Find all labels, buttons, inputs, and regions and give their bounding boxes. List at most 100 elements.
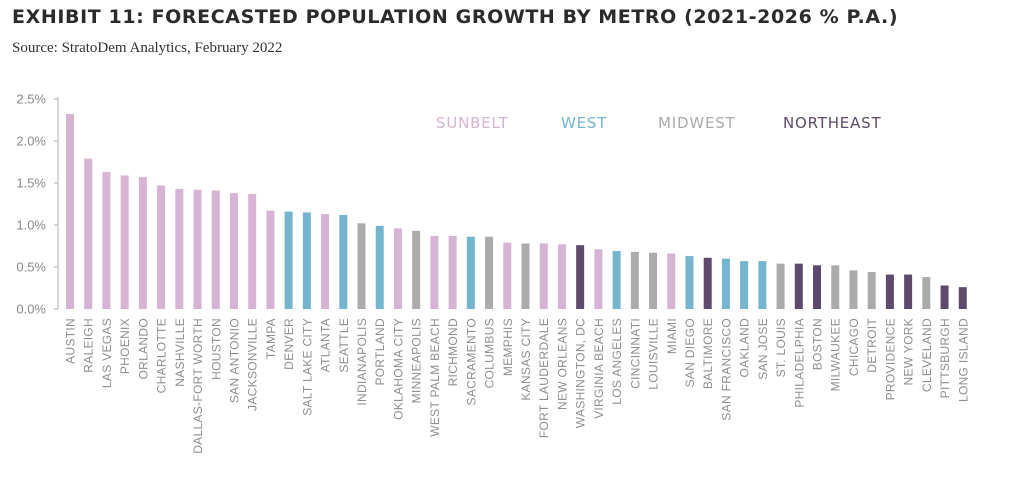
- x-category-label: PHOENIX: [118, 318, 132, 374]
- x-category-label: BOSTON: [811, 318, 825, 370]
- x-category-label: SAN FRANCISCO: [719, 318, 733, 421]
- bar: [867, 272, 876, 309]
- y-tick-label: 1.0%: [16, 218, 46, 233]
- bar: [940, 285, 949, 309]
- bar: [521, 243, 530, 309]
- y-tick-label: 2.0%: [16, 134, 46, 149]
- legend-item-midwest: MIDWEST: [658, 114, 736, 132]
- bar: [193, 189, 202, 309]
- bar: [339, 214, 348, 309]
- bar: [758, 261, 767, 309]
- bar: [102, 172, 111, 309]
- x-category-label: NASHVILLE: [173, 318, 187, 387]
- y-tick-label: 0.5%: [16, 260, 46, 275]
- bar: [175, 188, 184, 309]
- x-category-label: DENVER: [282, 318, 296, 370]
- x-category-label: OKLAHOMA CITY: [391, 318, 405, 420]
- x-category-label: WEST PALM BEACH: [428, 318, 442, 437]
- x-category-label: ATLANTA: [319, 318, 333, 372]
- x-category-label: JACKSONVILLE: [246, 318, 260, 411]
- x-category-label: OAKLAND: [738, 318, 752, 377]
- x-category-label: MEMPHIS: [501, 318, 515, 376]
- legend: SUNBELT WEST MIDWEST NORTHEAST: [436, 114, 881, 132]
- x-category-label: SALT LAKE CITY: [300, 318, 314, 416]
- bar: [430, 235, 439, 309]
- bar: [649, 252, 658, 309]
- y-axis: 0.0% 0.5% 1.0% 1.5% 2.0% 2.5%: [16, 92, 59, 317]
- x-category-label: HOUSTON: [209, 318, 223, 380]
- x-category-label: AUSTIN: [64, 318, 78, 364]
- legend-item-sunbelt: SUNBELT: [436, 114, 509, 132]
- legend-item-northeast: NORTHEAST: [783, 114, 881, 132]
- bar: [248, 193, 257, 309]
- chart-title: EXHIBIT 11: FORECASTED POPULATION GROWTH…: [12, 6, 899, 28]
- bar: [831, 265, 840, 309]
- bar: [904, 274, 913, 309]
- x-category-label: PHILADELPHIA: [792, 318, 806, 408]
- x-category-label: MILWAUKEE: [829, 318, 843, 391]
- x-category-label: CLEVELAND: [920, 318, 934, 392]
- bar: [302, 212, 311, 309]
- bar: [667, 253, 676, 309]
- bar: [412, 230, 421, 309]
- bar: [84, 158, 93, 309]
- bar: [357, 223, 366, 309]
- bar: [594, 249, 603, 309]
- x-category-label: INDIANAPOLIS: [355, 318, 369, 406]
- bar: [740, 261, 749, 309]
- x-axis-labels: AUSTIN RALEIGH LAS VEGAS PHOENIX ORLANDO CHAR…: [64, 318, 971, 454]
- bar: [794, 263, 803, 309]
- y-tick-label: 2.5%: [16, 92, 46, 107]
- bar: [885, 274, 894, 309]
- x-category-label: DALLAS-FORT WORTH: [191, 318, 205, 454]
- bar: [703, 257, 712, 309]
- x-category-label: VIRGINIA BEACH: [592, 318, 606, 419]
- bar: [557, 244, 566, 309]
- bar: [630, 251, 639, 309]
- x-category-label: PROVIDENCE: [883, 318, 897, 400]
- x-category-label: RALEIGH: [82, 318, 96, 373]
- x-category-label: LOUISVILLE: [647, 318, 661, 390]
- bar: [958, 287, 967, 309]
- bar: [539, 243, 548, 309]
- x-category-label: PORTLAND: [373, 318, 387, 386]
- bar: [120, 175, 129, 309]
- bar: [849, 270, 858, 309]
- bar: [284, 211, 293, 309]
- bar: [776, 263, 785, 309]
- x-category-label: SAN ANTONIO: [227, 318, 241, 403]
- bar: [375, 225, 384, 309]
- x-category-label: CHICAGO: [847, 318, 861, 376]
- x-category-label: MIAMI: [665, 318, 679, 354]
- x-category-label: SAN DIEGO: [683, 318, 697, 387]
- bar: [485, 236, 494, 309]
- bar: [612, 251, 621, 309]
- y-tick-label: 1.5%: [16, 176, 46, 191]
- x-category-label: SEATTLE: [337, 318, 351, 373]
- x-category-label: MINNEAPOLIS: [410, 318, 424, 403]
- x-category-label: WASHINGTON, DC: [574, 318, 588, 428]
- bar: [721, 258, 730, 309]
- bar: [229, 193, 238, 309]
- bar: [138, 177, 147, 309]
- x-category-label: NEW ORLEANS: [555, 318, 569, 410]
- bar: [266, 210, 275, 309]
- bar: [211, 190, 220, 309]
- x-category-label: KANSAS CITY: [519, 318, 533, 401]
- x-category-label: NEW YORK: [902, 318, 916, 386]
- x-category-label: CHARLOTTE: [155, 318, 169, 393]
- x-category-label: CINCINNATI: [628, 318, 642, 389]
- bar: [66, 114, 74, 310]
- bar: [922, 277, 931, 309]
- x-category-label: COLUMBUS: [483, 318, 497, 388]
- bar: [503, 242, 512, 309]
- bar: [448, 235, 457, 309]
- x-category-label: DETROIT: [865, 318, 879, 373]
- bars: [66, 114, 967, 310]
- x-category-label: ORLANDO: [136, 318, 150, 379]
- x-category-label: SAN JOSE: [756, 318, 770, 380]
- x-category-label: TAMPA: [264, 318, 278, 359]
- x-category-label: LAS VEGAS: [100, 318, 114, 388]
- bar: [321, 214, 330, 309]
